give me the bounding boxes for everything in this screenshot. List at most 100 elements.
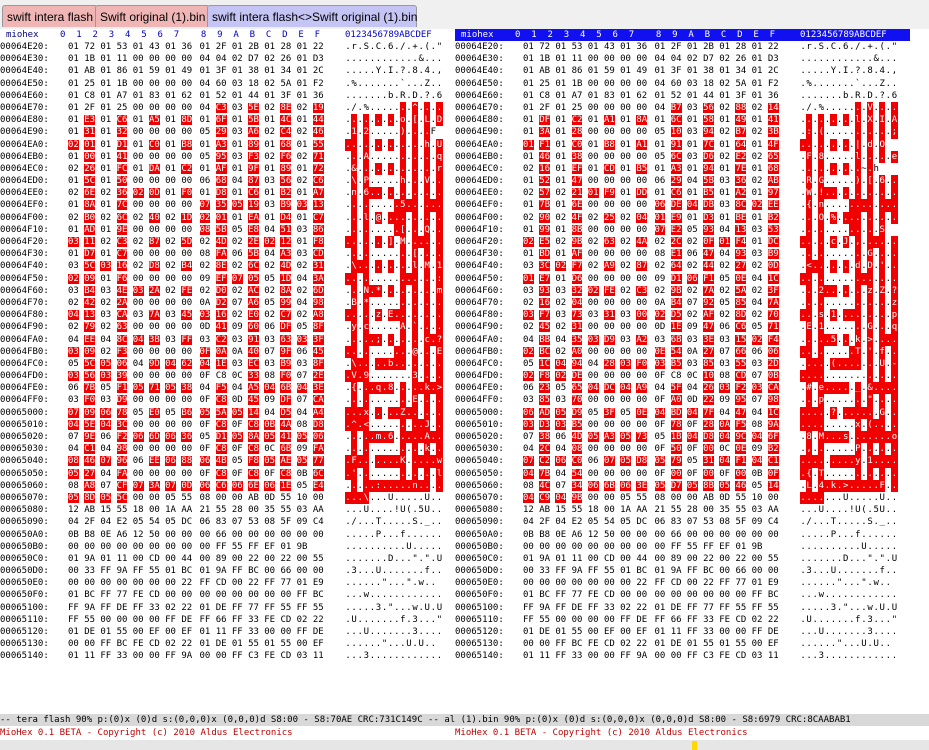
ascii-char[interactable]: . — [418, 66, 424, 77]
ascii-char[interactable]: . — [357, 480, 363, 491]
ascii-char[interactable]: . — [357, 455, 364, 468]
hex-byte[interactable]: 00 — [165, 78, 181, 90]
hex-byte[interactable]: 6C — [248, 260, 264, 272]
hex-byte[interactable]: D7 — [84, 248, 100, 260]
hex-byte[interactable]: 06 — [297, 346, 313, 358]
hex-byte[interactable]: 13 — [84, 309, 100, 321]
ascii-char[interactable]: . — [412, 406, 419, 419]
hex-byte[interactable]: 00 — [165, 53, 181, 65]
hex-byte[interactable]: 44 — [703, 90, 719, 102]
ascii-char[interactable]: . — [861, 310, 867, 321]
ascii-char[interactable]: S — [363, 42, 370, 52]
hex-byte[interactable]: 01 — [200, 114, 216, 126]
hex-byte[interactable]: CF — [116, 480, 133, 492]
ascii-char[interactable]: " — [381, 578, 388, 589]
hex-byte[interactable]: 0D — [655, 321, 671, 333]
ascii-char[interactable]: . — [406, 54, 412, 65]
ascii-char[interactable]: . — [836, 224, 843, 235]
ascii-char[interactable]: . — [824, 224, 831, 235]
hex-byte[interactable]: 60 — [671, 78, 687, 90]
hex-byte[interactable]: 22 — [703, 553, 719, 565]
ascii-char[interactable]: . — [406, 188, 412, 199]
ascii-char[interactable]: . — [824, 249, 831, 260]
hex-byte[interactable]: 00 — [768, 529, 784, 541]
hex-byte[interactable]: 00 — [636, 151, 652, 163]
hex-byte[interactable]: 03 — [752, 224, 768, 236]
hex-byte[interactable]: 86 — [312, 224, 329, 236]
ascii-char[interactable]: . — [842, 419, 849, 430]
ascii-char[interactable]: , — [436, 66, 443, 77]
ascii-char[interactable]: . — [424, 627, 430, 637]
hex-byte[interactable]: 06 — [231, 480, 248, 492]
hex-byte[interactable]: 00 — [588, 394, 604, 406]
hex-byte[interactable]: 0D — [719, 492, 735, 504]
hex-byte[interactable]: 02 — [100, 346, 116, 358]
ascii-char[interactable]: ( — [867, 418, 874, 432]
ascii-char[interactable]: . — [387, 455, 394, 468]
ascii-char[interactable]: . — [357, 66, 363, 77]
hex-byte[interactable]: 0F — [232, 468, 248, 480]
hex-byte[interactable]: 00 — [149, 175, 165, 187]
ascii-char[interactable]: . — [806, 162, 813, 176]
hex-byte[interactable]: 04 — [751, 455, 768, 467]
ascii-char[interactable]: . — [424, 284, 431, 297]
hex-byte[interactable]: 03 — [68, 394, 84, 406]
ascii-char[interactable]: . — [842, 382, 849, 395]
hex-byte[interactable]: 00 — [620, 541, 636, 553]
ascii-char[interactable]: . — [363, 309, 370, 322]
hex-byte[interactable]: 01 — [232, 212, 248, 224]
hex-byte[interactable]: F3 — [248, 151, 264, 163]
ascii-char[interactable]: . — [369, 200, 376, 211]
ascii-char[interactable]: Y — [830, 66, 837, 77]
ascii-char[interactable]: . — [363, 248, 370, 261]
hex-byte[interactable]: F2 — [116, 431, 133, 443]
hex-byte[interactable]: 00 — [636, 443, 652, 455]
hex-byte[interactable]: AF — [215, 163, 232, 175]
hex-byte[interactable]: 04 — [752, 297, 768, 309]
ascii-char[interactable]: . — [830, 187, 837, 200]
hex-byte[interactable]: 00 — [588, 443, 604, 455]
ascii-char[interactable]: k — [830, 479, 837, 492]
hex-byte[interactable]: B4 — [181, 260, 197, 272]
ascii-char[interactable]: p — [818, 394, 825, 407]
hex-byte[interactable]: 04 — [752, 407, 768, 419]
ascii-char[interactable]: . — [891, 406, 898, 419]
hex-byte[interactable]: 28 — [232, 504, 248, 516]
hex-byte[interactable]: 01 — [654, 212, 671, 224]
hex-byte[interactable]: 7A — [767, 297, 784, 309]
ascii-char[interactable]: . — [891, 187, 898, 200]
hex-byte[interactable]: 03 — [687, 102, 703, 114]
hex-byte[interactable]: 03 — [264, 358, 280, 370]
hex-byte[interactable]: 55 — [280, 504, 296, 516]
hex-byte[interactable]: 00 — [117, 577, 133, 589]
hex-byte[interactable]: D6 — [703, 151, 719, 163]
hex-byte[interactable]: 02 — [264, 53, 280, 65]
ascii-char[interactable]: . — [345, 334, 351, 345]
hex-byte[interactable]: 2F — [84, 516, 100, 528]
hex-byte[interactable]: CD — [280, 650, 296, 662]
ascii-char[interactable]: . — [381, 322, 388, 333]
ascii-char[interactable]: . — [351, 90, 357, 101]
ascii-char[interactable]: . — [381, 151, 388, 162]
hex-byte[interactable]: 05 — [100, 358, 116, 370]
hex-byte[interactable]: 55 — [280, 602, 296, 614]
ascii-char[interactable]: . — [891, 54, 898, 65]
hex-byte[interactable]: 7F — [703, 407, 719, 419]
ascii-char[interactable]: . — [436, 236, 443, 249]
hex-byte[interactable]: 4C — [280, 114, 296, 126]
hex-byte[interactable]: 01 — [620, 114, 636, 126]
ascii-char[interactable]: . — [394, 541, 400, 552]
hex-byte[interactable]: 00 — [165, 577, 181, 589]
ascii-char[interactable]: . — [800, 444, 806, 455]
hex-byte[interactable]: 13 — [312, 199, 329, 211]
ascii-char[interactable]: _ — [424, 517, 430, 528]
hex-byte[interactable]: 6C — [670, 151, 687, 163]
ascii-char[interactable]: . — [861, 322, 867, 333]
hex-byte[interactable]: 00 — [620, 273, 636, 285]
hex-byte[interactable]: 5C — [84, 358, 100, 370]
hex-byte[interactable]: C3 — [116, 236, 133, 248]
hex-byte[interactable]: 01 — [232, 90, 248, 102]
hex-byte[interactable]: 00 — [636, 248, 652, 260]
hex-byte[interactable]: 33 — [248, 626, 264, 638]
ascii-char[interactable]: . — [867, 236, 874, 249]
